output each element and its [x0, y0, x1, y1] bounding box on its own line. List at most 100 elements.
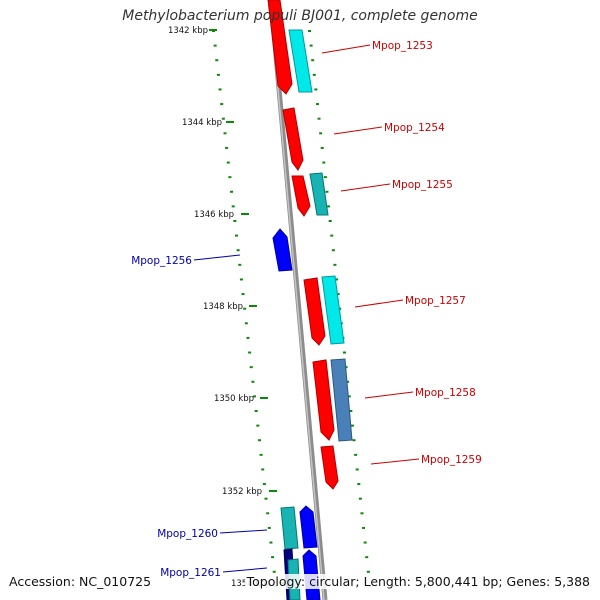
gene-label-mpop-1261[interactable]: Mpop_1261: [160, 567, 221, 579]
left-guide-dot: [262, 483, 266, 486]
left-guide-dot: [259, 453, 263, 456]
gene-label-mpop-1259[interactable]: Mpop_1259: [421, 454, 482, 466]
right-guide-dot: [347, 395, 351, 398]
left-guide-dot: [239, 278, 243, 281]
left-guide-dot: [215, 59, 219, 62]
gene-label-leader-line: [333, 126, 383, 135]
gene-label-mpop-1254[interactable]: Mpop_1254: [384, 122, 445, 134]
left-guide-dot: [220, 103, 224, 106]
left-guide-dot: [272, 570, 276, 573]
gene-mpop-1259[interactable]: [320, 445, 339, 490]
left-guide-dot: [254, 410, 258, 412]
gene-label-mpop-1253[interactable]: Mpop_1253: [372, 40, 433, 52]
right-guide-dot: [312, 73, 316, 76]
gene-mpop-1255-a[interactable]: [291, 175, 311, 217]
gene-label-leader-line: [222, 567, 268, 573]
gene-mpop-1256[interactable]: [272, 228, 293, 272]
gene-label-leader-line: [364, 391, 414, 399]
right-guide-dot: [325, 190, 329, 193]
scale-ticks: 1342 kbp 1344 kbp 1346 kbp 1348 kbp 1350 kbp…: [168, 26, 288, 589]
right-guide-dot: [333, 263, 337, 266]
gene-label-leader-line: [340, 183, 391, 192]
gene-label-mpop-1260[interactable]: Mpop_1260: [157, 528, 218, 540]
left-guide-dot: [249, 366, 253, 369]
right-guide-dot: [331, 249, 335, 252]
gene-label-leader-line: [370, 458, 420, 465]
gene-mpop-1253-forward[interactable]: [267, 0, 293, 95]
gene-label-mpop-1257[interactable]: Mpop_1257: [405, 295, 466, 307]
gene-label-mpop-1256[interactable]: Mpop_1256: [131, 255, 192, 267]
right-guide-dot: [360, 512, 364, 515]
right-guide-dot: [366, 570, 370, 573]
left-guide-dot: [231, 205, 235, 208]
left-guide-dot: [246, 336, 250, 339]
right-guide-dot: [355, 468, 359, 471]
gene-mpop-1258-a[interactable]: [312, 359, 335, 441]
right-guide-dot: [342, 351, 346, 354]
scale-tick-label: 1350 kbp: [214, 394, 254, 404]
gene-mpop-1255-b[interactable]: [309, 172, 329, 216]
left-guide-dot: [253, 395, 257, 398]
scale-tick-label: 1352 kbp: [222, 487, 262, 497]
left-guide-dot: [216, 73, 220, 76]
right-guide-dot: [357, 483, 361, 486]
right-guide-dot: [354, 453, 358, 456]
left-guide-dot: [238, 263, 242, 266]
left-guide-dot: [225, 146, 229, 149]
left-guide-dot: [218, 88, 222, 91]
right-guide-dot: [358, 497, 362, 500]
right-guide-dot: [314, 88, 318, 91]
right-guide-dot: [317, 117, 321, 120]
gene-label-mpop-1258[interactable]: Mpop_1258: [415, 387, 476, 399]
right-guide-dot: [352, 439, 356, 442]
gene-features: [267, 0, 353, 600]
scale-tick-label: 1346 kbp: [194, 210, 234, 220]
gene-label-leader-line: [193, 254, 241, 261]
left-guide-dot: [213, 44, 217, 47]
scale-tick-label: 1342 kbp: [168, 26, 208, 36]
left-guide-dot: [257, 439, 261, 442]
right-guide-dot: [322, 161, 326, 164]
gene-label-leader-line: [219, 529, 268, 534]
gene-mpop-1257-a[interactable]: [303, 277, 326, 346]
gene-mpop-1253-reverse[interactable]: [288, 29, 313, 93]
left-guide-dot: [248, 351, 252, 354]
right-guide-dot: [362, 526, 366, 529]
gene-mpop-1254[interactable]: [282, 107, 304, 171]
left-guide-dot: [221, 117, 225, 120]
accession-text: Accession: NC_010725: [7, 574, 154, 589]
left-guide-dot: [244, 322, 248, 325]
gene-mpop-1260-a[interactable]: [280, 506, 299, 550]
gene-label-mpop-1255[interactable]: Mpop_1255: [392, 179, 453, 191]
right-guide-dot: [323, 176, 327, 179]
gene-mpop-1260-b[interactable]: [299, 505, 318, 549]
dotted-guides: [212, 30, 372, 588]
right-guide-dot: [350, 424, 354, 427]
right-guide-dot: [309, 44, 313, 47]
right-guide-dot: [311, 59, 315, 62]
right-guide-dot: [308, 30, 311, 32]
left-guide-dot: [264, 497, 268, 500]
gene-mpop-1257-b[interactable]: [321, 275, 345, 345]
right-guide-dot: [315, 103, 319, 106]
left-guide-dot: [256, 424, 260, 427]
right-guide-dot: [319, 132, 323, 135]
right-guide-dot: [336, 293, 340, 296]
left-guide-dot: [267, 526, 271, 529]
backbone: [268, 0, 328, 600]
scale-tick-label: 1348 kbp: [203, 302, 243, 312]
right-guide-dot: [330, 234, 334, 237]
genome-summary-text: Topology: circular; Length: 5,800,441 bp…: [244, 574, 592, 589]
left-guide-dot: [261, 468, 265, 471]
right-guide-dot: [320, 146, 324, 149]
right-guide-dot: [346, 380, 350, 383]
left-guide-dot: [236, 249, 240, 252]
left-guide-dot: [234, 234, 238, 237]
right-guide-dot: [335, 278, 339, 281]
gene-labels: Mpop_1253 Mpop_1254 Mpop_1255 Mpop_1256 Mpop…: [131, 40, 482, 579]
left-guide-dot: [251, 380, 255, 383]
gene-mpop-1258-b[interactable]: [330, 358, 353, 442]
left-guide-dot: [226, 161, 230, 164]
